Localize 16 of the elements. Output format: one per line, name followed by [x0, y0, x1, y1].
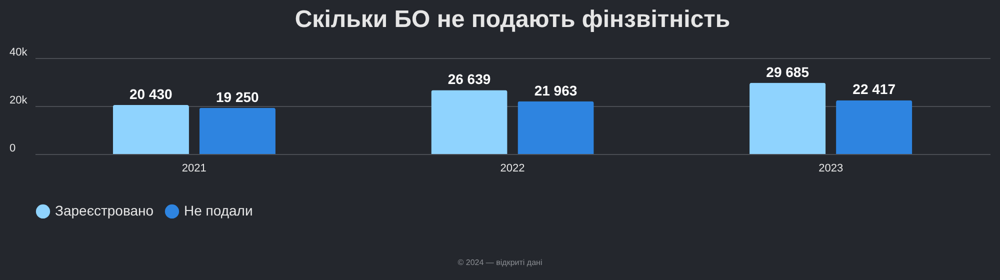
- legend-label: Зареєстровано: [55, 202, 154, 218]
- y-tick-label: 20k: [10, 94, 28, 106]
- text: © 2024 — відкриті дані: [458, 258, 542, 267]
- chart-title: Скільки БО не подають фінзвітність: [294, 6, 730, 33]
- x-tick-label: 2022: [500, 162, 525, 174]
- data-label: 20 430: [130, 86, 173, 102]
- data-label: 29 685: [766, 64, 810, 80]
- x-tick-label: 2021: [182, 162, 206, 174]
- data-label: 21 963: [534, 82, 578, 98]
- x-tick-label: 2023: [818, 162, 844, 174]
- data-label: 26 639: [448, 71, 491, 88]
- y-tick-label: 0: [10, 142, 16, 154]
- data-label: 22 417: [852, 81, 896, 98]
- data-label: 19 250: [216, 88, 260, 105]
- legend-label: Не подали: [184, 202, 253, 218]
- y-tick-label: 40k: [10, 46, 28, 58]
